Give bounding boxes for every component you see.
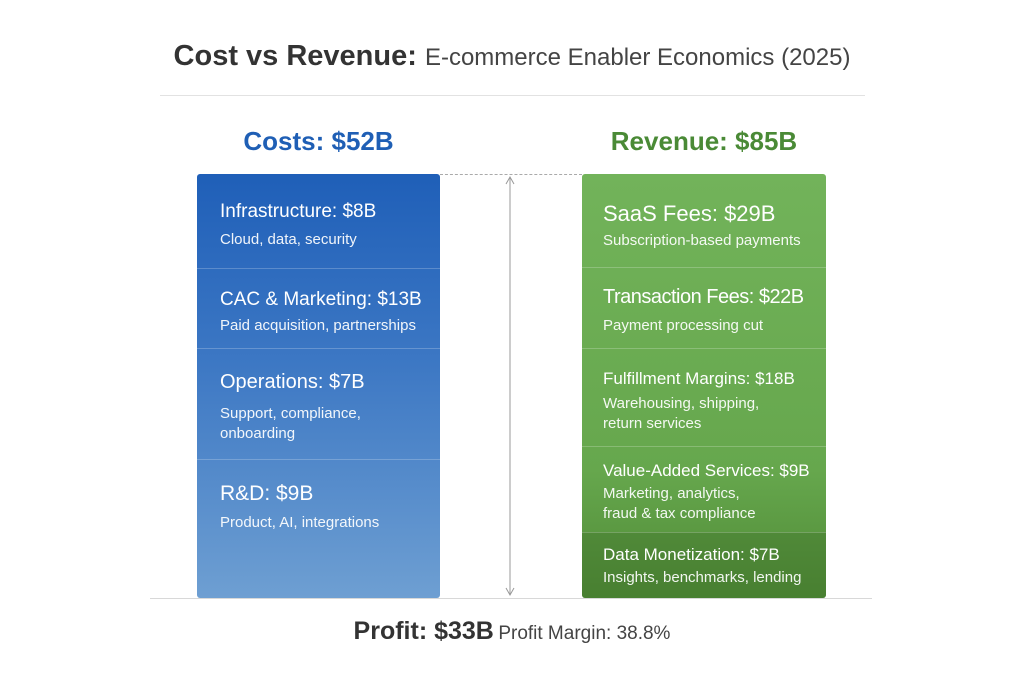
- revenue-segment-fulfillment: Fulfillment Margins: $18B Warehousing, s…: [582, 348, 826, 446]
- costs-header: Costs: $52B: [243, 126, 394, 156]
- segment-description: Insights, benchmarks, lending: [603, 569, 802, 586]
- segment-description: Payment processing cut: [603, 317, 764, 334]
- segment-description: Product, AI, integrations: [220, 514, 380, 531]
- dashed-connector: [440, 174, 582, 175]
- segment-description: Subscription-based payments: [603, 232, 801, 249]
- cost-segment-rnd: R&D: $9B Product, AI, integrations: [197, 459, 440, 598]
- revenue-column: SaaS Fees: $29B Subscription-based payme…: [582, 174, 826, 598]
- revenue-segment-value-added: Value-Added Services: $9B Marketing, ana…: [582, 446, 826, 532]
- segment-label: Fulfillment Margins: $18B: [603, 369, 795, 388]
- baseline: [150, 598, 872, 599]
- segment-label: SaaS Fees: $29B: [603, 201, 776, 226]
- costs-column: Infrastructure: $8B Cloud, data, securit…: [197, 174, 440, 598]
- segment-label: Operations: $7B: [220, 371, 365, 393]
- title-divider: [160, 95, 865, 96]
- title-bold: Cost vs Revenue:: [173, 40, 417, 72]
- revenue-segment-data-monetization: Data Monetization: $7B Insights, benchma…: [582, 532, 826, 598]
- revenue-header: Revenue: $85B: [610, 126, 798, 156]
- cost-segment-cac-marketing: CAC & Marketing: $13B Paid acquisition, …: [197, 268, 440, 348]
- segment-description: Cloud, data, security: [220, 231, 357, 248]
- segment-description: Marketing, analytics, fraud & tax compli…: [603, 485, 756, 522]
- segment-label: R&D: $9B: [220, 482, 314, 505]
- profit-arrow-icon: [505, 175, 515, 597]
- revenue-segment-saas: SaaS Fees: $29B Subscription-based payme…: [582, 174, 826, 267]
- segment-label: CAC & Marketing: $13B: [220, 289, 422, 310]
- segment-label: Infrastructure: $8B: [220, 201, 377, 222]
- segment-label: Transaction Fees: $22B: [603, 286, 804, 308]
- segment-label: Value-Added Services: $9B: [603, 461, 810, 480]
- segment-description: Support, compliance, onboarding: [220, 405, 361, 442]
- segment-description: Warehousing, shipping, return services: [603, 395, 760, 432]
- segment-description: Paid acquisition, partnerships: [220, 317, 416, 334]
- title-subtitle: E-commerce Enabler Economics (2025): [424, 44, 851, 71]
- cost-segment-infrastructure: Infrastructure: $8B Cloud, data, securit…: [197, 174, 440, 268]
- segment-label: Data Monetization: $7B: [603, 545, 780, 564]
- page-title: Cost vs Revenue: E-commerce Enabler Econ…: [0, 40, 1024, 73]
- profit-value: Profit: $33B: [353, 617, 494, 645]
- revenue-segment-transaction: Transaction Fees: $22B Payment processin…: [582, 267, 826, 348]
- profit-summary: Profit: $33B Profit Margin: 38.8%: [0, 617, 1024, 646]
- cost-segment-operations: Operations: $7B Support, compliance, onb…: [197, 348, 440, 459]
- profit-margin: Profit Margin: 38.8%: [498, 623, 671, 644]
